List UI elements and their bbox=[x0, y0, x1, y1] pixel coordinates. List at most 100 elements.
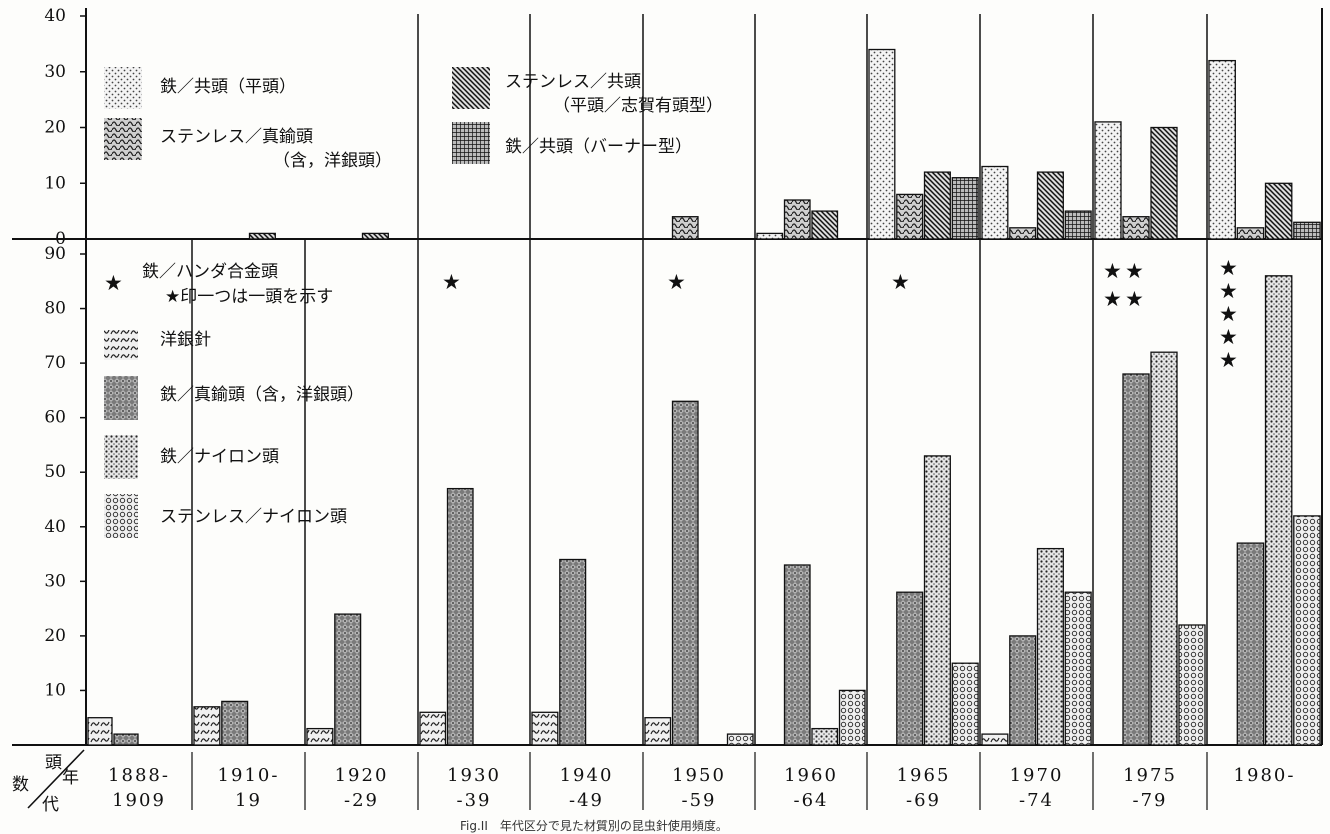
lower-bar bbox=[446, 487, 474, 746]
legend-swatch-hatch bbox=[452, 67, 490, 109]
lower-bar bbox=[1150, 351, 1178, 746]
lower-bar bbox=[87, 717, 113, 746]
legend-swatch-grid bbox=[452, 122, 490, 164]
upper-bar bbox=[1264, 182, 1293, 240]
upper-bar bbox=[1236, 227, 1265, 240]
count-label-2: 数 bbox=[12, 775, 29, 795]
lower-bar bbox=[419, 711, 447, 746]
period-label-sub: -64 bbox=[794, 790, 829, 811]
period-label: 1965 bbox=[897, 765, 951, 786]
lower-y-tick: 40 bbox=[44, 517, 66, 537]
lower-bar bbox=[559, 558, 587, 746]
lower-bar bbox=[1122, 373, 1150, 746]
upper-bar bbox=[361, 232, 389, 240]
upper-bar bbox=[951, 177, 979, 240]
legend-label: 鉄／ナイロン頭 bbox=[160, 447, 279, 467]
period-label-sub: -39 bbox=[457, 790, 492, 811]
period-label: 1888- bbox=[108, 765, 170, 786]
period-label: 1930 bbox=[447, 765, 501, 786]
upper-bar bbox=[1150, 126, 1178, 240]
period-label-sub: -29 bbox=[344, 790, 379, 811]
upper-y-tick: 30 bbox=[44, 62, 66, 82]
count-label-1: 頭 bbox=[45, 753, 62, 773]
lower-y-tick: 70 bbox=[44, 353, 66, 373]
star-mark: ★ bbox=[442, 270, 461, 294]
period-label: 1950 bbox=[672, 765, 726, 786]
lower-bar bbox=[923, 455, 951, 746]
period-label-sub: -69 bbox=[906, 790, 941, 811]
upper-bar bbox=[248, 232, 276, 240]
upper-bar bbox=[896, 193, 924, 240]
legend-label-sub: （平頭／志賀有頭型） bbox=[553, 96, 723, 116]
y-tick-labels: 0 10 20 30 40 10 20 30 40 50 60 70 80 90 bbox=[44, 6, 86, 700]
legend-label: 鉄／ハンダ合金頭 bbox=[142, 262, 278, 282]
upper-bar bbox=[1064, 210, 1092, 240]
lower-bar bbox=[981, 733, 1009, 746]
lower-bar bbox=[1178, 624, 1206, 746]
year-label-1: 年 bbox=[62, 768, 79, 788]
star-mark: ★ bbox=[1219, 256, 1238, 280]
lower-bar bbox=[726, 733, 754, 746]
period-label-sub: -79 bbox=[1133, 790, 1168, 811]
legend-label: ★印一つは一頭を示す bbox=[165, 287, 333, 307]
lower-y-tick: 10 bbox=[44, 680, 66, 700]
lower-bar bbox=[113, 733, 139, 746]
period-label: 1980- bbox=[1234, 765, 1296, 786]
star-mark: ★ bbox=[1103, 287, 1122, 311]
star-mark: ★ bbox=[1125, 287, 1144, 311]
lower-bar bbox=[1036, 547, 1064, 746]
period-label-sub: -59 bbox=[682, 790, 717, 811]
legend-label: 鉄／共頭（バーナー型） bbox=[505, 137, 692, 157]
legend-label: ステンレス／ナイロン頭 bbox=[160, 507, 347, 527]
legend-swatch-waves bbox=[104, 118, 142, 160]
upper-bar bbox=[1208, 59, 1236, 240]
star-mark: ★ bbox=[667, 270, 686, 294]
figure-caption: Fig.II 年代区分で見た材質別の昆虫針使用頻度。 bbox=[460, 818, 728, 833]
period-label: 1910- bbox=[218, 765, 280, 786]
lower-y-tick: 90 bbox=[44, 244, 66, 264]
upper-bar bbox=[783, 199, 811, 240]
star-mark: ★ bbox=[1125, 259, 1144, 283]
lower-bar bbox=[644, 717, 672, 746]
solder-head-stars: ★ ★ ★ ★ ★★ ★★★★★★ bbox=[442, 256, 1238, 372]
legend-label: ステンレス／真鍮頭 bbox=[160, 127, 313, 147]
lower-bar bbox=[951, 662, 979, 746]
upper-bar bbox=[981, 165, 1009, 240]
upper-bar bbox=[1122, 216, 1150, 240]
period-dividers bbox=[191, 14, 1208, 810]
lower-bar bbox=[1064, 591, 1092, 746]
lower-y-tick: 50 bbox=[44, 462, 66, 482]
lower-bar bbox=[783, 564, 811, 746]
upper-bar bbox=[756, 232, 784, 240]
period-label-sub: 19 bbox=[235, 790, 262, 811]
lower-y-tick: 60 bbox=[44, 408, 66, 428]
legend-swatch-circles bbox=[104, 494, 138, 538]
upper-y-tick: 10 bbox=[44, 173, 66, 193]
period-label-sub: 1909 bbox=[112, 790, 166, 811]
bars bbox=[87, 48, 1321, 746]
lower-bar bbox=[334, 613, 362, 746]
axis-diagonal bbox=[27, 749, 85, 809]
lower-bar bbox=[1236, 542, 1265, 746]
legend-swatch-dots bbox=[104, 67, 142, 109]
lower-bar bbox=[1264, 275, 1293, 746]
upper-bar bbox=[671, 216, 699, 240]
legend-label: 鉄／真鍮頭（含，洋銀頭） bbox=[160, 385, 364, 405]
upper-bar bbox=[868, 48, 896, 240]
lower-bar bbox=[193, 706, 221, 746]
lower-bar bbox=[838, 689, 866, 746]
lower-bar bbox=[1293, 515, 1321, 746]
upper-bar bbox=[1036, 171, 1064, 240]
upper-legend: 鉄／共頭（平頭） ステンレス／真鍮頭 （含，洋銀頭） ステンレス／共頭 （平頭／志賀有頭… bbox=[104, 67, 723, 171]
lower-bar bbox=[896, 591, 924, 746]
star-mark: ★ bbox=[1219, 325, 1238, 349]
period-label-sub: -49 bbox=[569, 790, 604, 811]
upper-bar bbox=[1009, 227, 1037, 240]
lower-bar bbox=[306, 727, 334, 746]
upper-y-tick: 40 bbox=[44, 6, 66, 26]
year-label-2: 代 bbox=[42, 795, 59, 815]
star-mark: ★ bbox=[1103, 259, 1122, 283]
